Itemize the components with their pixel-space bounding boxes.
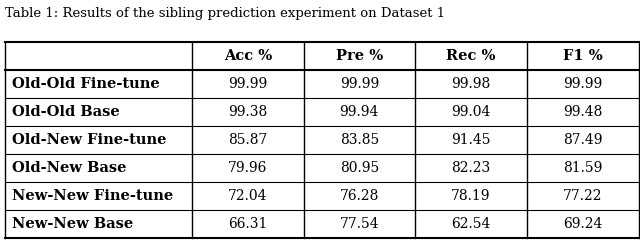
Text: 66.31: 66.31 <box>228 217 268 231</box>
Text: Acc %: Acc % <box>223 49 272 63</box>
Text: 91.45: 91.45 <box>451 133 491 147</box>
Text: Old-New Base: Old-New Base <box>12 161 126 175</box>
Text: 85.87: 85.87 <box>228 133 268 147</box>
Text: 77.54: 77.54 <box>339 217 379 231</box>
Text: New-New Fine-tune: New-New Fine-tune <box>12 189 173 203</box>
Text: 83.85: 83.85 <box>340 133 379 147</box>
Text: Pre %: Pre % <box>335 49 383 63</box>
Text: 76.28: 76.28 <box>340 189 379 203</box>
Text: Old-New Fine-tune: Old-New Fine-tune <box>12 133 166 147</box>
Text: 99.48: 99.48 <box>563 105 602 119</box>
Text: Old-Old Fine-tune: Old-Old Fine-tune <box>12 77 159 91</box>
Text: 79.96: 79.96 <box>228 161 268 175</box>
Text: Old-Old Base: Old-Old Base <box>12 105 119 119</box>
Text: 99.99: 99.99 <box>228 77 268 91</box>
Text: 72.04: 72.04 <box>228 189 268 203</box>
Text: 77.22: 77.22 <box>563 189 602 203</box>
Text: 62.54: 62.54 <box>451 217 490 231</box>
Text: F1 %: F1 % <box>563 49 602 63</box>
Text: 99.38: 99.38 <box>228 105 268 119</box>
Text: New-New Base: New-New Base <box>12 217 132 231</box>
Text: 99.98: 99.98 <box>451 77 490 91</box>
Text: Rec %: Rec % <box>446 49 495 63</box>
Text: 78.19: 78.19 <box>451 189 491 203</box>
Text: 99.99: 99.99 <box>340 77 379 91</box>
Text: 99.94: 99.94 <box>340 105 379 119</box>
Text: 99.99: 99.99 <box>563 77 602 91</box>
Text: 99.04: 99.04 <box>451 105 490 119</box>
Text: Table 1: Results of the sibling prediction experiment on Dataset 1: Table 1: Results of the sibling predicti… <box>5 7 445 20</box>
Text: 81.59: 81.59 <box>563 161 602 175</box>
Text: 82.23: 82.23 <box>451 161 490 175</box>
Text: 69.24: 69.24 <box>563 217 602 231</box>
Text: 80.95: 80.95 <box>340 161 379 175</box>
Text: 87.49: 87.49 <box>563 133 602 147</box>
